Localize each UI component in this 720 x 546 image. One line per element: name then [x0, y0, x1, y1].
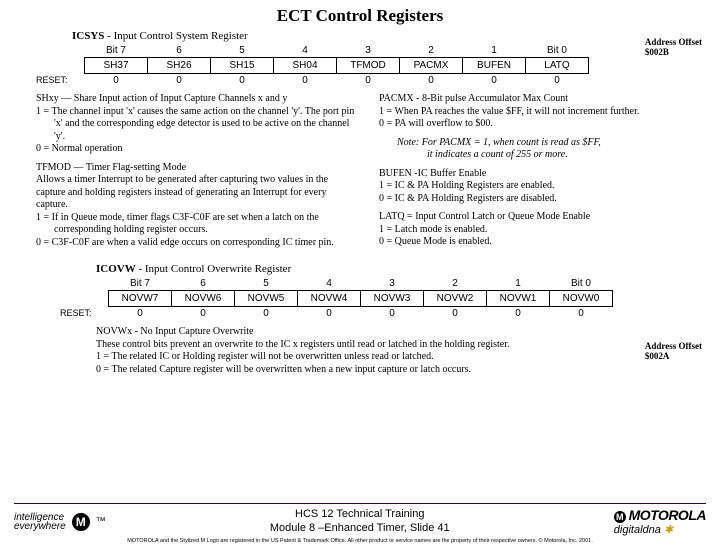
reg1-name: ICSYS - Input Control System Register: [72, 30, 720, 42]
logo-right: M MOTOROLA digitaldna ✱: [614, 507, 706, 536]
motorola-icon: M: [614, 511, 626, 523]
logo-left: intelligenceeverywhere M ™: [14, 513, 106, 531]
reg1-right-col: PACMX - 8-Bit pulse Accumulator Max Coun…: [379, 93, 702, 255]
footer-center: HCS 12 Technical Training Module 8 –Enha…: [270, 508, 450, 534]
reg2-description: NOVWx - No Input Capture Overwrite These…: [96, 326, 702, 376]
motorola-icon: M: [72, 513, 90, 531]
reg1-description: SHxy — Share Input action of Input Captu…: [36, 93, 702, 255]
fineprint: MOTOROLA and the Stylized M Logo are reg…: [0, 538, 720, 546]
reg1-left-col: SHxy — Share Input action of Input Captu…: [36, 93, 359, 255]
reg1-table: Bit 7654 321Bit 0 SH37SH26SH15SH04 TFMOD…: [36, 44, 589, 87]
reg2-name: ICOVW - Input Control Overwrite Register: [96, 263, 720, 275]
reg1-address: Address Offset$002B: [645, 38, 702, 58]
reg2-table: Bit 7654 321Bit 0 NOVW7NOVW6NOVW5NOVW4 N…: [60, 277, 613, 320]
reg2-address: Address Offset$002A: [645, 342, 702, 362]
page-title: ECT Control Registers: [0, 6, 720, 26]
